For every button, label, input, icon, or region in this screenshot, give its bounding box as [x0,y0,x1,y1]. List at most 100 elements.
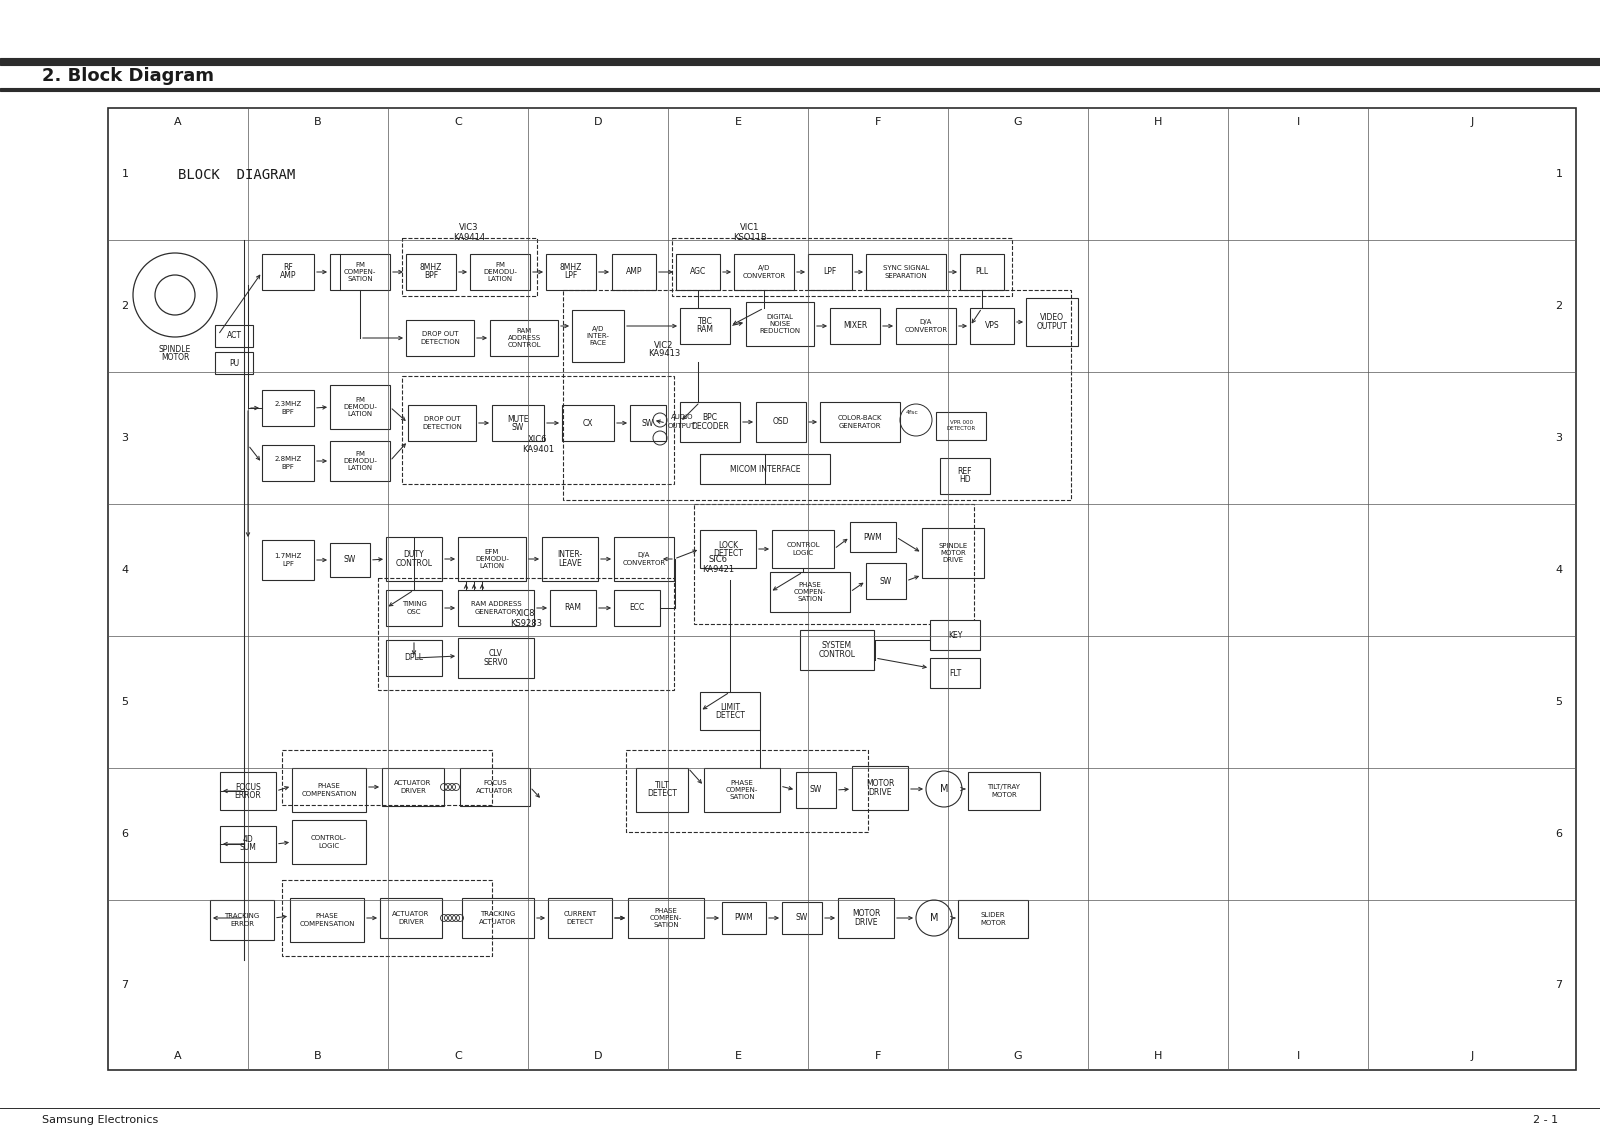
Text: ADDRESS: ADDRESS [507,335,541,341]
Text: LOGIC: LOGIC [318,843,339,849]
Text: DUTY: DUTY [403,550,424,559]
Bar [386,640,442,676]
Bar [0,58,1600,65]
Bar [701,692,760,730]
Bar [866,254,946,290]
Text: 6: 6 [122,829,128,839]
Text: ACTUATOR: ACTUATOR [477,788,514,794]
Text: ERROR: ERROR [235,790,261,799]
Text: DRIVE: DRIVE [869,788,891,797]
Text: PU: PU [229,359,238,368]
Text: FM: FM [355,261,365,268]
Text: 4: 4 [122,565,128,575]
Bar [734,254,794,290]
Text: FM: FM [494,261,506,268]
Text: MOTOR: MOTOR [866,779,894,788]
Bar [930,658,979,688]
Text: DROP OUT: DROP OUT [422,331,458,337]
Text: OUTPUT: OUTPUT [667,423,696,429]
Bar [262,445,314,481]
Text: COMPENSATION: COMPENSATION [299,921,355,927]
Text: MUTE: MUTE [507,414,528,423]
Bar [381,898,442,938]
Text: CONTROL: CONTROL [819,650,856,659]
Text: CURRENT: CURRENT [563,911,597,917]
Text: D: D [594,1050,602,1061]
Text: I: I [1296,1050,1299,1061]
Text: SW: SW [642,419,654,428]
Text: E: E [734,117,741,127]
Text: LPF: LPF [565,272,578,281]
Text: COLOR-BACK: COLOR-BACK [838,414,882,420]
Text: SATION: SATION [347,276,373,282]
Text: 2. Block Diagram: 2. Block Diagram [42,67,214,85]
Text: LPF: LPF [282,561,294,567]
Text: DETECT: DETECT [646,789,677,798]
Text: VPS: VPS [984,321,1000,331]
Text: PHASE: PHASE [317,783,341,789]
Bar [386,537,442,581]
Text: VIC3: VIC3 [459,223,478,232]
Text: DRIVE: DRIVE [854,918,878,927]
Text: ACTUATOR: ACTUATOR [392,911,430,917]
Text: LEAVE: LEAVE [558,559,582,568]
Bar [330,543,370,577]
Text: CONTROL: CONTROL [786,542,819,548]
Bar [680,402,739,441]
Text: SEPARATION: SEPARATION [885,273,928,278]
Text: CONTROL-: CONTROL- [310,835,347,841]
Bar [797,772,835,808]
Bar [960,254,1005,290]
Bar [386,590,442,626]
Text: BLOCK  DIAGRAM: BLOCK DIAGRAM [178,168,296,182]
Bar [562,405,614,441]
Text: CONTROL: CONTROL [395,559,432,568]
Text: 1: 1 [1555,169,1563,179]
Bar [838,898,894,938]
Bar [0,88,1600,91]
Text: MOTOR: MOTOR [941,550,966,556]
Text: DRIVER: DRIVER [400,788,426,794]
Text: XIC8: XIC8 [517,609,536,618]
Text: VIC2: VIC2 [654,341,674,350]
Text: ERROR: ERROR [230,921,254,927]
Text: E: E [734,1050,741,1061]
Bar [611,254,656,290]
Text: ECC: ECC [629,603,645,612]
Text: RAM: RAM [696,326,714,334]
Text: DEMODU-: DEMODU- [342,458,378,464]
Bar [330,385,390,429]
Bar [930,620,979,650]
Text: REDUCTION: REDUCTION [760,328,800,334]
Text: A/D: A/D [592,326,605,332]
Text: BPF: BPF [424,272,438,281]
Text: VPR 000: VPR 000 [949,420,973,426]
Text: 8MHZ: 8MHZ [419,264,442,273]
Text: DROP OUT: DROP OUT [424,415,461,422]
Bar [291,820,366,864]
Text: DEMODU-: DEMODU- [342,404,378,410]
Bar [282,880,493,957]
Bar [808,254,851,290]
Text: RAM ADDRESS: RAM ADDRESS [470,601,522,607]
Text: DIGITAL: DIGITAL [766,314,794,320]
Bar [746,302,814,346]
Text: SW: SW [880,576,893,585]
Bar [493,405,544,441]
Text: 4D: 4D [243,835,253,844]
Text: REF: REF [958,468,973,477]
Text: 2.8MHZ: 2.8MHZ [274,456,302,462]
Text: RAM: RAM [565,603,581,612]
Text: LATION: LATION [347,411,373,417]
Text: 6: 6 [1555,829,1563,839]
Text: ACTUATOR: ACTUATOR [394,780,432,786]
Text: 5: 5 [122,697,128,708]
Bar [547,898,611,938]
Bar [378,578,674,691]
Bar [701,454,830,484]
Text: SIC6: SIC6 [709,556,728,565]
Text: BPC: BPC [702,413,717,422]
Text: H: H [1154,1050,1162,1061]
Text: NOISE: NOISE [770,321,790,327]
Text: FACE: FACE [589,340,606,346]
